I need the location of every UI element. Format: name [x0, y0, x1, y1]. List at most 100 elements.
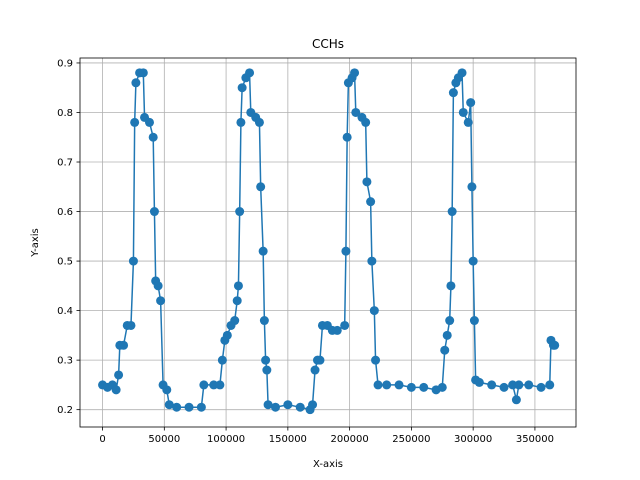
data-point [237, 83, 247, 93]
data-point [371, 355, 381, 365]
data-point [209, 380, 219, 390]
data-point [130, 117, 140, 127]
data-point [156, 296, 166, 306]
data-point [419, 382, 429, 392]
data-point [222, 330, 232, 340]
data-point [256, 182, 266, 192]
data-point [258, 246, 268, 256]
data-point [514, 380, 524, 390]
data-point [362, 177, 372, 187]
x-tick-label: 50000 [148, 434, 180, 445]
data-point [254, 117, 264, 127]
series-layer [98, 68, 560, 415]
data-point [340, 320, 350, 330]
data-point [283, 400, 293, 410]
data-point [261, 355, 271, 365]
data-point [446, 281, 456, 291]
data-point [369, 306, 379, 316]
data-point [236, 117, 246, 127]
x-tick-label: 150000 [269, 434, 307, 445]
data-point [487, 380, 497, 390]
data-point [295, 402, 305, 412]
data-point [162, 385, 172, 395]
x-tick-label: 0 [99, 434, 105, 445]
data-point [467, 182, 477, 192]
data-point [545, 380, 555, 390]
data-point [184, 402, 194, 412]
data-point [457, 68, 467, 78]
data-point [172, 402, 182, 412]
data-point [442, 330, 452, 340]
data-point [215, 380, 225, 390]
data-point [394, 380, 404, 390]
y-tick-label: 0.6 [57, 207, 73, 218]
data-point [437, 382, 447, 392]
data-point [351, 107, 361, 117]
data-point [332, 325, 342, 335]
data-point [310, 365, 320, 375]
data-point [232, 296, 242, 306]
x-tick-label: 200000 [331, 434, 369, 445]
data-point [445, 316, 455, 326]
data-point [367, 256, 377, 266]
data-point [536, 382, 546, 392]
data-point [111, 385, 121, 395]
x-axis-label: X-axis [313, 459, 343, 470]
data-point [366, 197, 376, 207]
data-point [235, 207, 245, 217]
x-tick-label: 100000 [207, 434, 245, 445]
y-tick-label: 0.3 [57, 356, 73, 367]
data-point [469, 316, 479, 326]
data-point [447, 207, 457, 217]
data-point [463, 117, 473, 127]
x-tick-label: 350000 [516, 434, 554, 445]
x-tick-label: 300000 [454, 434, 492, 445]
data-point [114, 370, 124, 380]
data-point [128, 256, 138, 266]
data-point [474, 377, 484, 387]
data-point [149, 207, 159, 217]
data-point [199, 380, 209, 390]
data-point [230, 316, 240, 326]
y-tick-label: 0.4 [57, 306, 73, 317]
data-point [308, 400, 318, 410]
data-point [458, 107, 468, 117]
tick-layer: 0 50000 100000 150000 200000 250000 300000 3500… [57, 58, 554, 445]
data-point [342, 132, 352, 142]
data-point [350, 68, 360, 78]
data-point [233, 281, 243, 291]
data-point [131, 78, 141, 88]
data-point [406, 382, 416, 392]
y-tick-label: 0.9 [57, 58, 73, 69]
x-tick-label: 250000 [392, 434, 430, 445]
grid-layer [80, 58, 576, 427]
data-point [245, 68, 255, 78]
data-point [259, 316, 269, 326]
data-point [144, 117, 154, 127]
data-point [148, 132, 158, 142]
data-point [511, 395, 521, 405]
data-point [508, 380, 518, 390]
data-point [466, 98, 476, 108]
data-point [217, 355, 227, 365]
data-point [164, 400, 174, 410]
data-point [382, 380, 392, 390]
data-point [153, 281, 163, 291]
chart-title: CCHs [312, 37, 344, 51]
data-point [262, 365, 272, 375]
y-tick-label: 0.2 [57, 405, 73, 416]
y-tick-label: 0.8 [57, 108, 73, 119]
data-point [499, 382, 509, 392]
data-point [373, 380, 383, 390]
y-tick-label: 0.7 [57, 158, 73, 169]
data-point [440, 345, 450, 355]
data-point [126, 320, 136, 330]
plot-frame [79, 57, 577, 428]
data-point [270, 402, 280, 412]
data-point [550, 340, 560, 350]
data-point [468, 256, 478, 266]
data-point [341, 246, 351, 256]
y-tick-label: 0.5 [57, 257, 73, 268]
